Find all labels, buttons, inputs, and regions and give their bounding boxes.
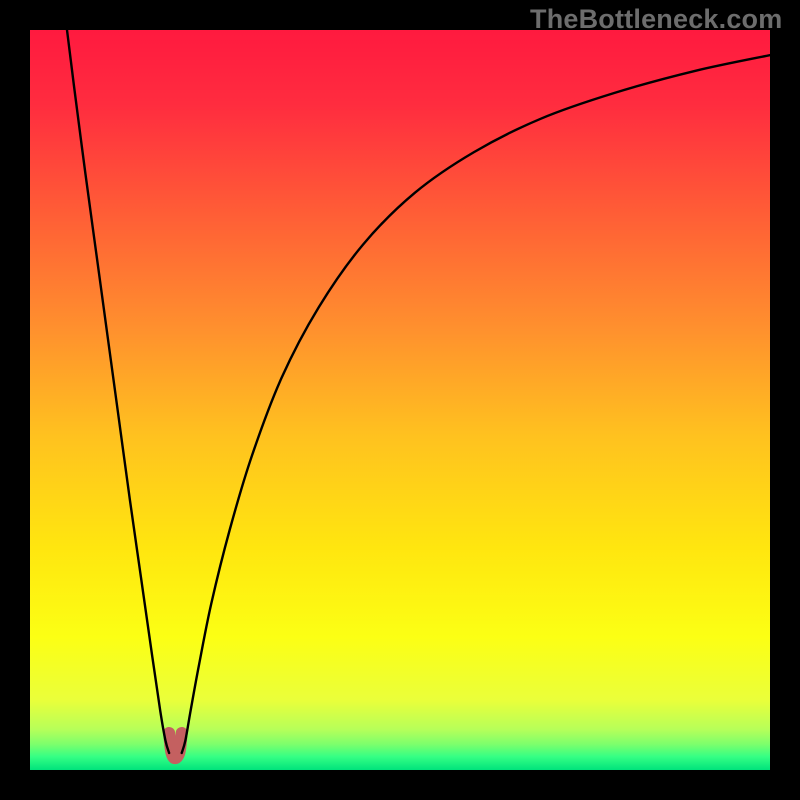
watermark-text: TheBottleneck.com: [530, 4, 782, 35]
plot-background: [30, 30, 770, 770]
chart-frame: TheBottleneck.com: [0, 0, 800, 800]
plot-area: [30, 30, 770, 770]
optimal-point-marker: [169, 733, 182, 758]
